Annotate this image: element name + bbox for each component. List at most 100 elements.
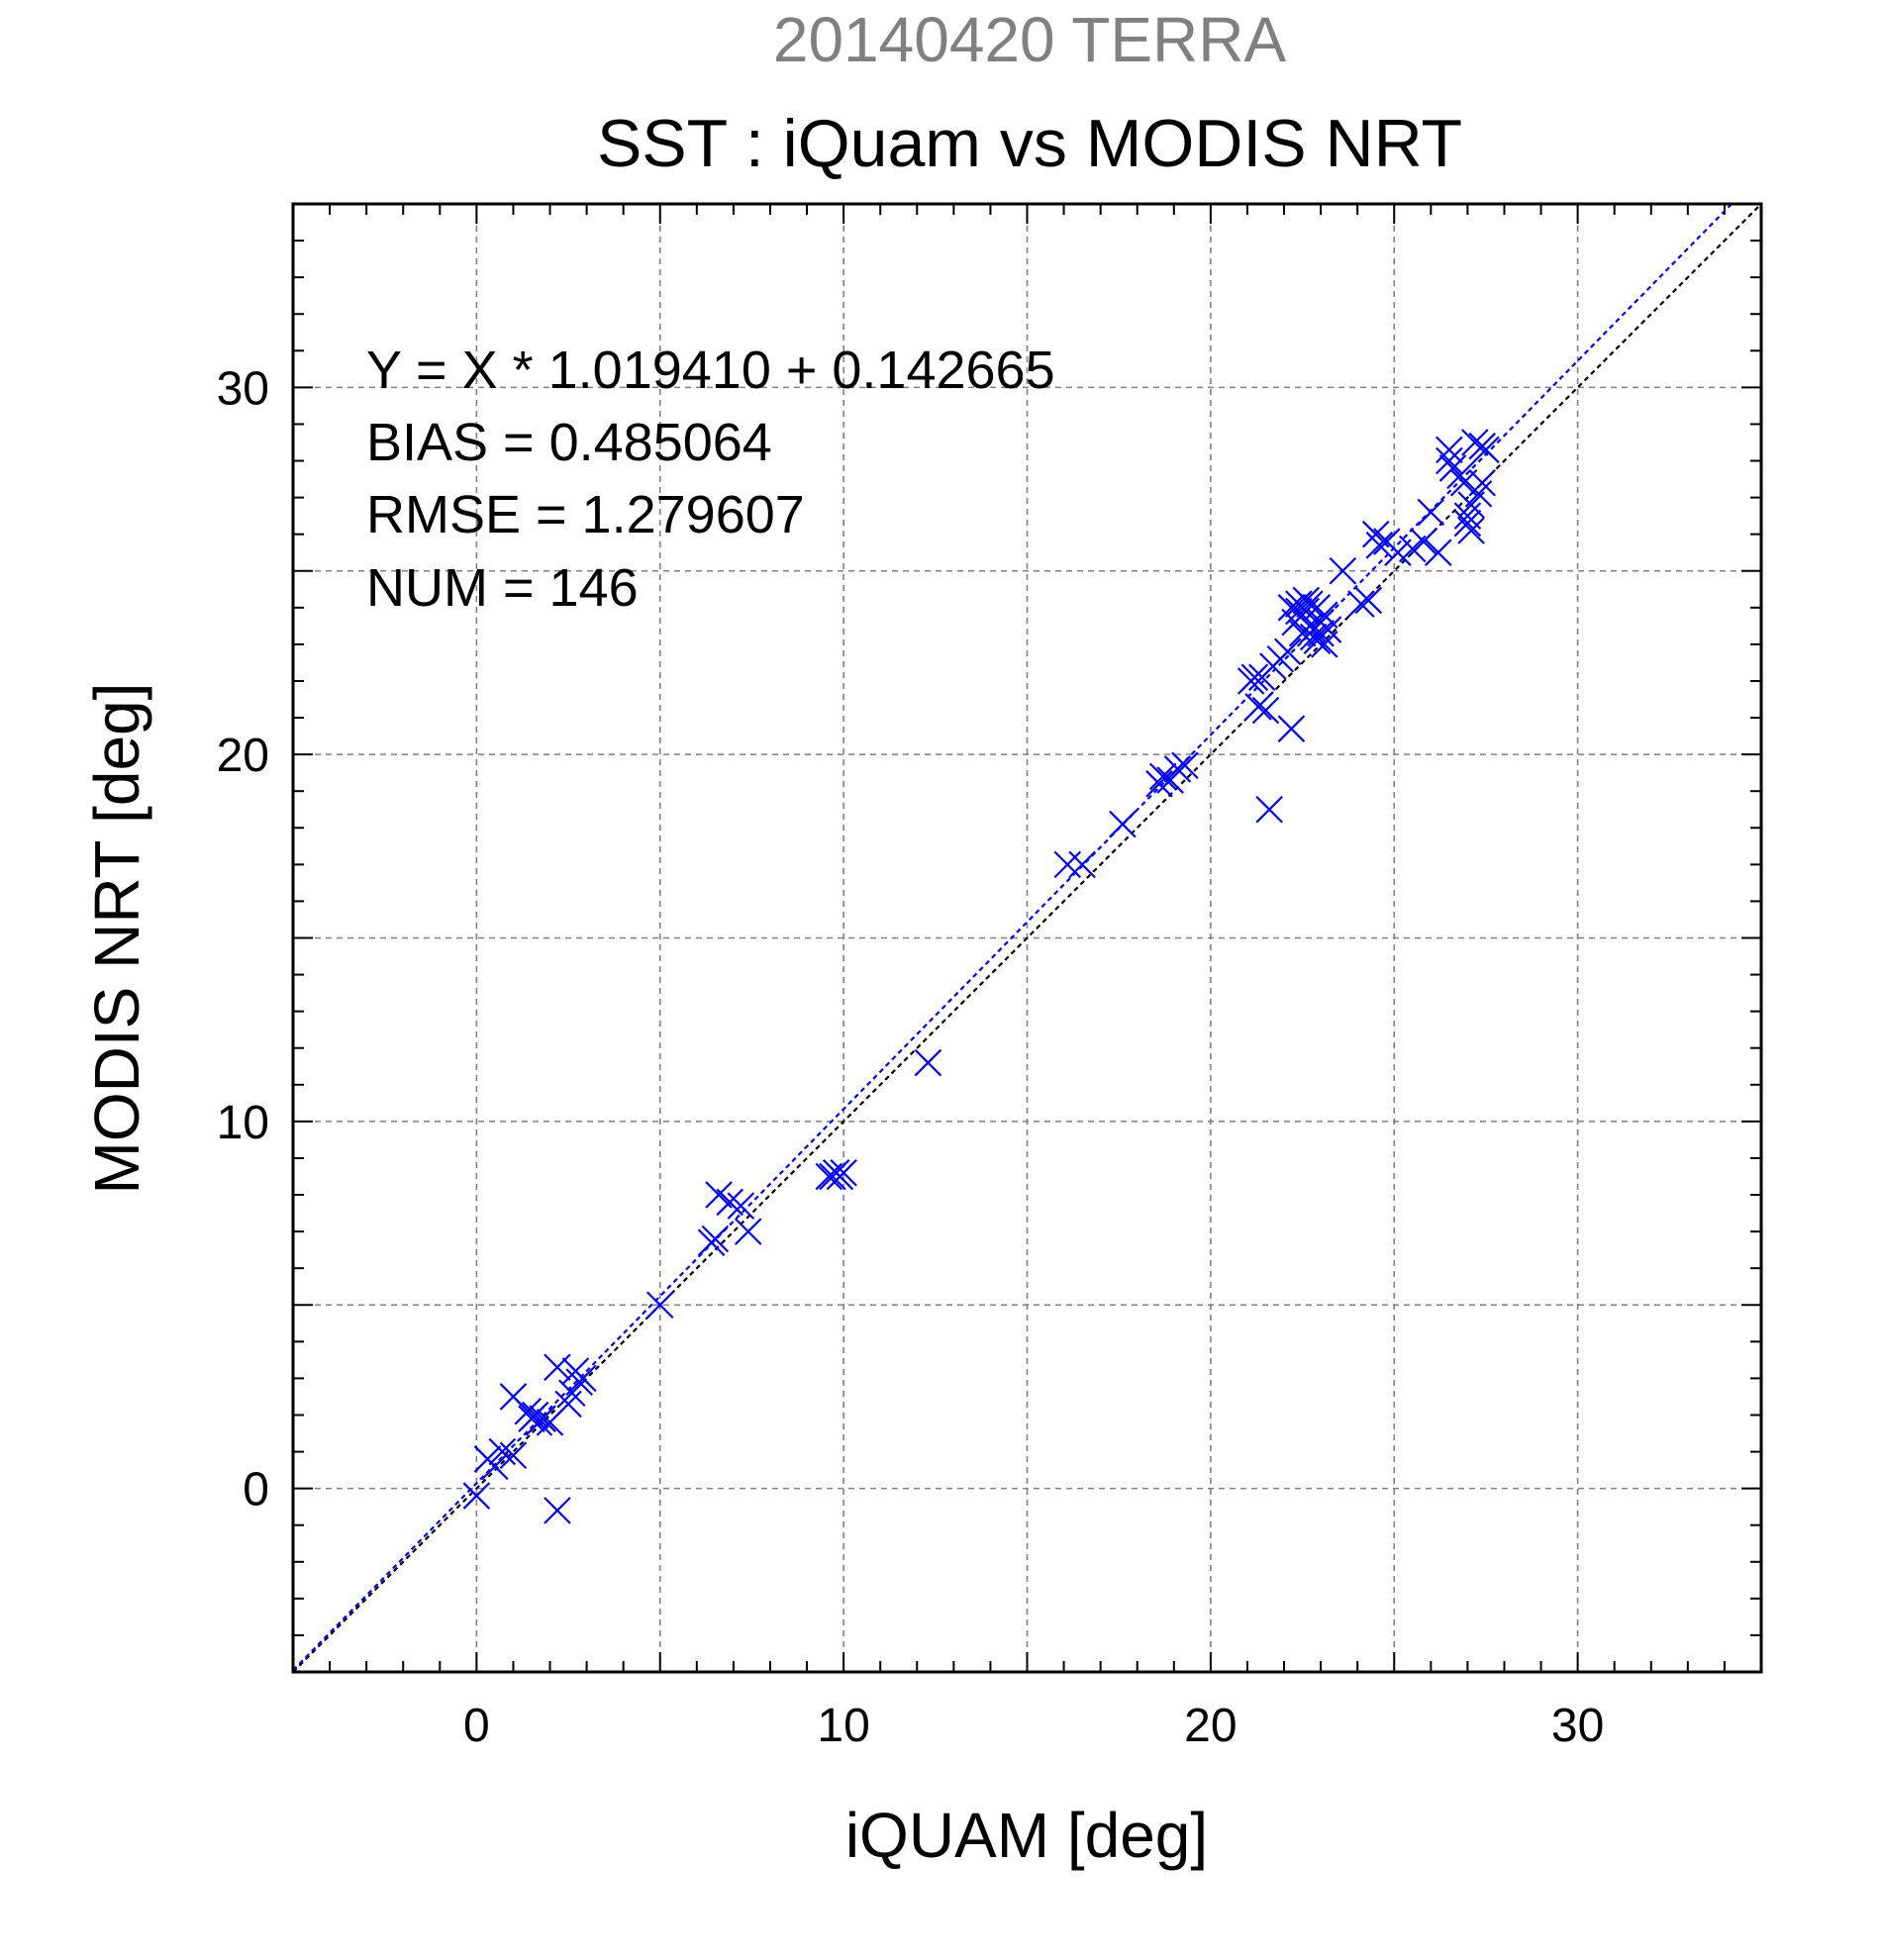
scatter-point — [499, 1441, 528, 1470]
scatter-point-stroke — [1347, 590, 1375, 618]
scatter-point-stroke — [1068, 850, 1096, 879]
scatter-point-stroke — [1424, 539, 1452, 566]
chart-title: SST : iQuam vs MODIS NRT — [597, 106, 1462, 181]
scatter-point — [1273, 637, 1302, 666]
scatter-point-stroke — [705, 1181, 733, 1209]
scatter-point-stroke — [1299, 616, 1328, 643]
scatter-point — [554, 1390, 582, 1419]
scatter-point — [1307, 619, 1335, 647]
scatter-point-stroke — [1148, 762, 1177, 791]
scatter-point-stroke — [1464, 480, 1493, 508]
y-tick-label: 30 — [217, 362, 269, 415]
y-tick-label: 20 — [217, 730, 269, 782]
scatter-point-stroke — [1240, 663, 1269, 692]
scatter-point — [1453, 509, 1482, 538]
y-tick-label: 0 — [243, 1464, 269, 1517]
scatter-point-stroke — [1296, 590, 1324, 618]
scatter-point-stroke — [1145, 770, 1173, 798]
stats-fit-equation: Y = X * 1.019410 + 0.142665 — [366, 341, 1055, 400]
scatter-point-stroke — [1457, 517, 1485, 544]
scatter-point — [1311, 631, 1338, 658]
scatter-point — [1277, 715, 1306, 742]
scatter-point-stroke — [1472, 436, 1500, 464]
scatter-point-stroke — [830, 1159, 857, 1187]
scatter-point-stroke — [1329, 556, 1357, 585]
scatter-point-stroke — [499, 1441, 528, 1470]
scatter-point-stroke — [554, 1390, 582, 1419]
scatter-point-stroke — [701, 1225, 730, 1253]
scatter-point — [914, 1048, 942, 1077]
scatter-point — [830, 1159, 857, 1187]
scatter-point-stroke — [1468, 468, 1497, 497]
y-tick-label: 10 — [217, 1097, 269, 1149]
stats-box: Y = X * 1.019410 + 0.142665 BIAS = 0.485… — [366, 341, 1055, 618]
scatter-point-stroke — [544, 1353, 571, 1382]
scatter-point — [569, 1364, 597, 1393]
y-tick-labels: 0 10 20 30 — [217, 362, 269, 1516]
scatter-point-stroke — [1277, 594, 1306, 622]
scatter-point-stroke — [1171, 751, 1199, 780]
x-axis-label: iQUAM [deg] — [845, 1800, 1208, 1871]
plot-frame — [291, 202, 1763, 1674]
scatter-point-stroke — [1109, 810, 1137, 838]
scatter-point-stroke — [1410, 528, 1437, 555]
scatter-point-stroke — [716, 1188, 743, 1217]
scatter-point-stroke — [1354, 586, 1383, 615]
scatter-point — [1053, 850, 1082, 879]
scatter-point-stroke — [1255, 795, 1283, 824]
scatter-points — [462, 429, 1500, 1524]
scatter-point-stroke — [462, 1482, 491, 1510]
scatter-point — [521, 1401, 549, 1429]
scatter-point-stroke — [1277, 715, 1306, 742]
scatter-point — [1417, 498, 1445, 527]
scatter-point-stroke — [1307, 619, 1335, 647]
x-tick-label: 0 — [463, 1700, 490, 1752]
scatter-point — [1472, 436, 1500, 464]
scatter-point — [1148, 762, 1177, 791]
scatter-point — [1251, 696, 1280, 725]
scatter-point — [1255, 795, 1283, 824]
scatter-point-stroke — [1417, 498, 1445, 527]
scatter-point — [1365, 532, 1394, 559]
scatter-point — [1299, 616, 1328, 643]
scatter-point — [716, 1188, 743, 1217]
scatter-point-stroke — [499, 1383, 528, 1411]
scatter-point-stroke — [488, 1437, 517, 1466]
scatter-point-stroke — [529, 1405, 556, 1432]
scatter-point-stroke — [1446, 461, 1474, 490]
scatter-point — [544, 1353, 571, 1382]
scatter-point — [1171, 751, 1199, 780]
scatter-point-stroke — [569, 1364, 597, 1393]
scatter-point — [1068, 850, 1096, 879]
scatter-point — [488, 1437, 517, 1466]
scatter-point — [1285, 590, 1313, 618]
grid-lines — [293, 204, 1761, 1672]
scatter-point-stroke — [1285, 590, 1313, 618]
scatter-point — [462, 1482, 491, 1510]
scatter-point-stroke — [734, 1218, 762, 1245]
scatter-point — [1145, 770, 1173, 798]
scatter-point-stroke — [1436, 436, 1463, 464]
scatter-point — [481, 1452, 509, 1481]
scatter-point-stroke — [645, 1291, 674, 1320]
stats-bias: BIAS = 0.485064 — [366, 413, 772, 472]
scatter-point — [1410, 528, 1437, 555]
scatter-point — [1468, 468, 1497, 497]
x-tick-label: 10 — [817, 1700, 869, 1752]
scatter-point — [529, 1405, 556, 1432]
scatter-point-stroke — [1311, 631, 1338, 658]
scatter-point — [1436, 436, 1463, 464]
identity-line — [292, 203, 1762, 1673]
scatter-point — [1244, 693, 1272, 721]
x-tick-labels: 0 10 20 30 — [463, 1700, 1604, 1752]
scatter-point-stroke — [1053, 850, 1082, 879]
scatter-point — [727, 1192, 755, 1220]
scatter-point-stroke — [1361, 520, 1390, 548]
scatter-point — [1347, 590, 1375, 618]
scatter-point — [1240, 663, 1269, 692]
stats-num: NUM = 146 — [366, 558, 639, 618]
scatter-point-stroke — [914, 1048, 942, 1077]
scatter-point-stroke — [481, 1452, 509, 1481]
scatter-point-stroke — [1311, 601, 1338, 630]
reference-lines — [292, 203, 1762, 1673]
